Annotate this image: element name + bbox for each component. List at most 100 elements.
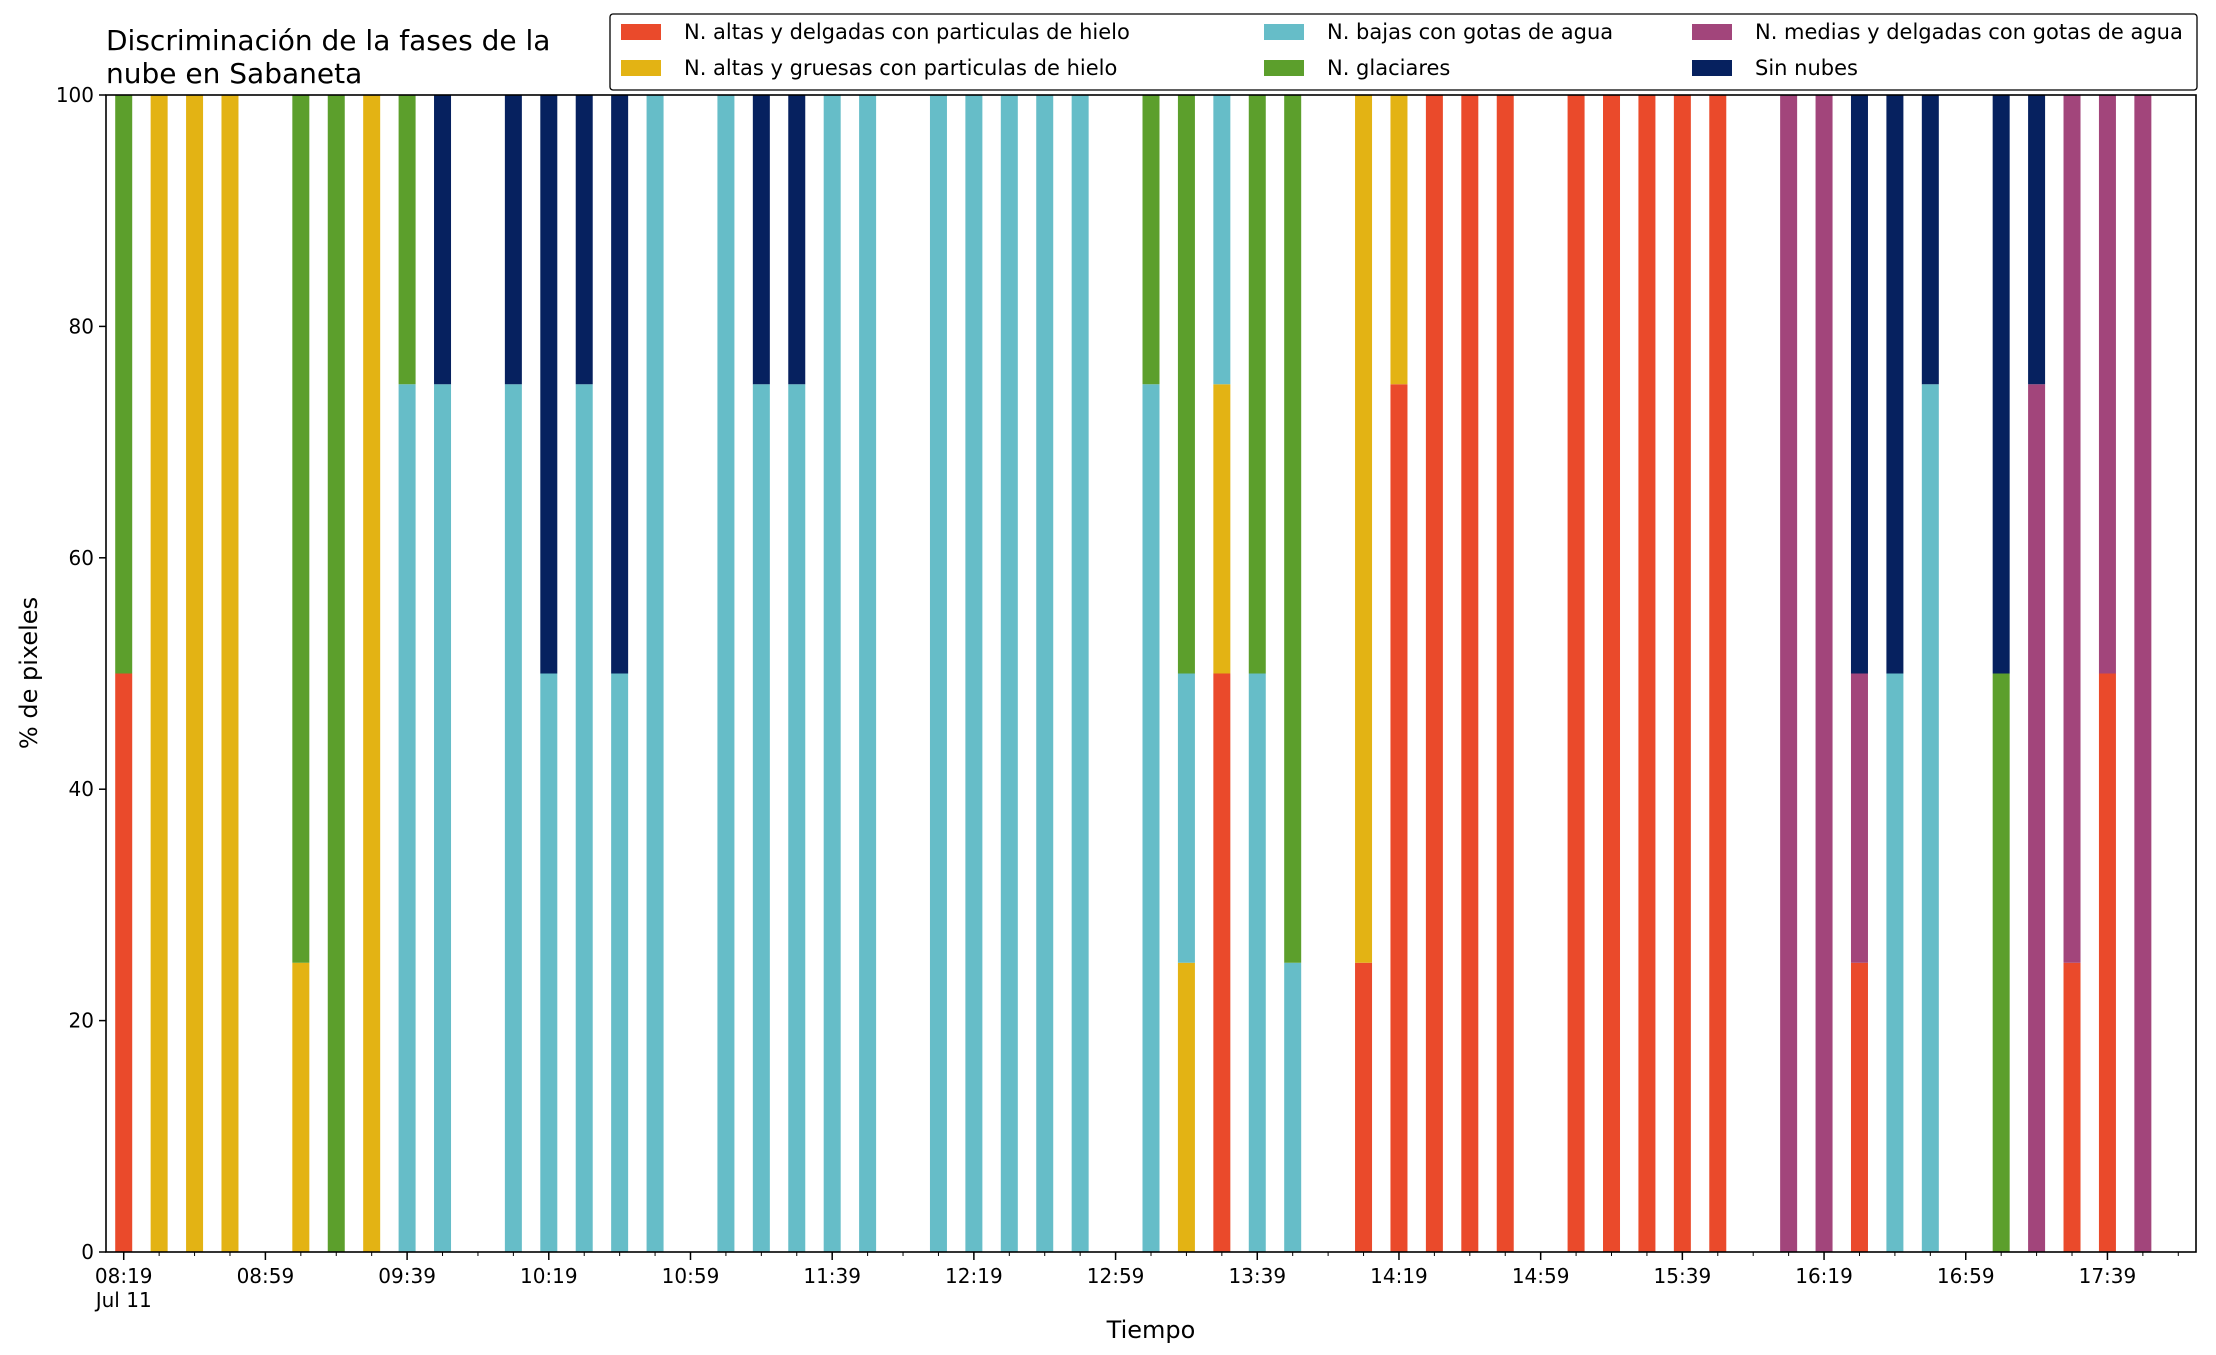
legend-label: N. altas y delgadas con particulas de hi… bbox=[684, 20, 1130, 44]
bar-segment bbox=[540, 95, 558, 674]
bar-segment bbox=[788, 384, 806, 1252]
bar-segment bbox=[1284, 962, 1302, 1252]
bar-segment bbox=[327, 95, 345, 1252]
y-axis: 0 20 40 60 80 100 bbox=[56, 83, 106, 1264]
x-axis: 08:19 Jul 11 08:59 09:39 10:19 10:59 11:39 12:1… bbox=[94, 1252, 2179, 1312]
bar-segment bbox=[965, 95, 983, 1252]
bar-segment bbox=[1177, 673, 1195, 963]
bar-segment bbox=[1284, 95, 1302, 963]
y-tick-label: 0 bbox=[81, 1240, 94, 1264]
x-tick-label: 10:59 bbox=[662, 1264, 720, 1288]
bar-segment bbox=[859, 95, 877, 1252]
y-tick-label: 100 bbox=[56, 83, 94, 107]
bar-segment bbox=[1142, 95, 1160, 385]
bar-segment bbox=[1496, 95, 1514, 1252]
legend-swatch bbox=[1692, 24, 1732, 40]
bar-segment bbox=[2098, 95, 2116, 674]
x-tick-label: 08:59 bbox=[237, 1264, 295, 1288]
bar-segment bbox=[752, 95, 770, 385]
bar-segment bbox=[1177, 95, 1195, 674]
bar-segment bbox=[1390, 95, 1408, 385]
bar-segment bbox=[1850, 95, 1868, 674]
bar-segment bbox=[646, 95, 664, 1252]
bar-segment bbox=[1603, 95, 1621, 1252]
x-axis-label: Tiempo bbox=[1106, 1316, 1196, 1344]
bar-segment bbox=[540, 673, 558, 1252]
legend-swatch bbox=[621, 24, 661, 40]
bar-segment bbox=[575, 95, 593, 385]
legend: N. altas y delgadas con particulas de hi… bbox=[609, 13, 2198, 91]
x-tick-label: 16:59 bbox=[1937, 1264, 1995, 1288]
bar-segment bbox=[1036, 95, 1054, 1252]
x-tick-label: 17:39 bbox=[2079, 1264, 2137, 1288]
legend-label: N. bajas con gotas de agua bbox=[1327, 20, 1613, 44]
bar-segment bbox=[1142, 384, 1160, 1252]
bar-segment bbox=[1850, 673, 1868, 963]
bar-segment bbox=[1071, 95, 1089, 1252]
bar-segment bbox=[823, 95, 841, 1252]
legend-swatch bbox=[1264, 24, 1304, 40]
x-tick-label: 12:59 bbox=[1087, 1264, 1145, 1288]
bar-segment bbox=[2063, 962, 2081, 1252]
bar-segment bbox=[1921, 95, 1939, 385]
bar-segment bbox=[1886, 673, 1904, 1252]
x-tick-label: 10:19 bbox=[520, 1264, 578, 1288]
y-tick-label: 20 bbox=[69, 1009, 94, 1033]
legend-label: N. medias y delgadas con gotas de agua bbox=[1755, 20, 2183, 44]
bar-segment bbox=[1709, 95, 1727, 1252]
legend-swatch bbox=[621, 60, 661, 76]
bar-segment bbox=[1673, 95, 1691, 1252]
legend-label: Sin nubes bbox=[1755, 56, 1858, 80]
x-tick-label: 13:39 bbox=[1228, 1264, 1286, 1288]
bar-segment bbox=[788, 95, 806, 385]
bar-segment bbox=[398, 384, 416, 1252]
x-tick-label: 08:19 Jul 11 bbox=[94, 1264, 153, 1312]
x-tick-label: 14:59 bbox=[1512, 1264, 1570, 1288]
bar-segment bbox=[1992, 673, 2010, 1252]
bar-segment bbox=[1248, 95, 1266, 674]
bar-segment bbox=[363, 95, 381, 1252]
bar-segment bbox=[1213, 95, 1231, 385]
bar-segment bbox=[1815, 95, 1833, 1252]
bar-segment bbox=[575, 384, 593, 1252]
bar-segment bbox=[2098, 673, 2116, 1252]
bar-segment bbox=[504, 95, 522, 385]
y-axis-label: % de pixeles bbox=[15, 597, 43, 749]
legend-frame bbox=[609, 13, 2198, 91]
bar-segment bbox=[221, 95, 239, 1252]
bar-segment bbox=[1921, 384, 1939, 1252]
chart-title: Discriminación de la fases de la nube en … bbox=[106, 24, 550, 90]
bar-segment bbox=[186, 95, 204, 1252]
bar-segment bbox=[611, 95, 629, 674]
bar-segment bbox=[2028, 95, 2046, 385]
bar-segment bbox=[1780, 95, 1798, 1252]
bar-segment bbox=[1355, 962, 1373, 1252]
bar-segment bbox=[434, 95, 452, 385]
bar-segment bbox=[115, 673, 133, 1252]
bar-segment bbox=[1213, 673, 1231, 1252]
bar-segment bbox=[1461, 95, 1479, 1252]
bar-segment bbox=[504, 384, 522, 1252]
bar-segment bbox=[434, 384, 452, 1252]
bar-segment bbox=[1213, 384, 1231, 674]
bar-segment bbox=[1248, 673, 1266, 1252]
bar-segment bbox=[1425, 95, 1443, 1252]
bar-segment bbox=[1992, 95, 2010, 674]
bar-segment bbox=[1638, 95, 1656, 1252]
x-tick-label: 14:19 bbox=[1370, 1264, 1428, 1288]
legend-swatch bbox=[1264, 60, 1304, 76]
y-tick-label: 60 bbox=[69, 546, 94, 570]
bar-segment bbox=[398, 95, 416, 385]
bar-segment bbox=[2063, 95, 2081, 963]
bar-segment bbox=[2028, 384, 2046, 1252]
bar-segment bbox=[929, 95, 947, 1252]
bar-segment bbox=[1355, 95, 1373, 963]
y-tick-label: 40 bbox=[69, 777, 94, 801]
x-tick-label: 16:19 bbox=[1795, 1264, 1853, 1288]
legend-label: N. glaciares bbox=[1327, 56, 1450, 80]
x-tick-label: 15:39 bbox=[1654, 1264, 1712, 1288]
x-tick-label: 09:39 bbox=[378, 1264, 436, 1288]
bar-segment bbox=[292, 95, 310, 963]
bar-segment bbox=[611, 673, 629, 1252]
